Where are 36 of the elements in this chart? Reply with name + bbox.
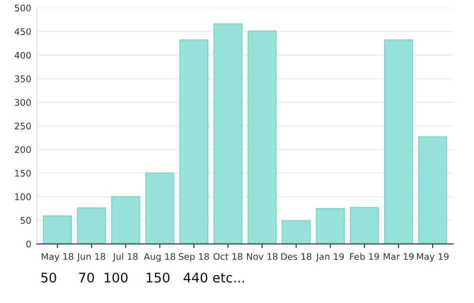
bar: [111, 196, 140, 244]
bar: [350, 207, 379, 244]
bar: [418, 136, 448, 244]
bar: [248, 30, 277, 244]
y-tick-label: 350: [14, 75, 31, 82]
x-tick-label: Des 18: [281, 253, 312, 260]
y-tick-label: 500: [14, 4, 31, 12]
x-tick-label: Feb 19: [350, 252, 379, 260]
x-tick-label: Oct 18: [214, 253, 242, 260]
y-tick-label: 400: [14, 52, 31, 59]
text: 50 70 100 150 440 etc...: [41, 272, 244, 283]
bar: [77, 207, 106, 244]
bar: [213, 23, 243, 244]
x-tick-label: Jul 18: [112, 252, 138, 262]
y-tick-label: 0: [26, 240, 31, 248]
y-tick-label: 50: [20, 217, 31, 224]
bar: [316, 208, 345, 244]
x-tick-label: Aug 18: [144, 253, 176, 262]
x-tick-label: Jan 19: [316, 253, 344, 262]
y-tick-label: 150: [15, 170, 31, 177]
x-tick-label: May 18: [42, 253, 74, 262]
bar: [179, 39, 208, 244]
bar: [282, 220, 311, 244]
y-tick-label: 200: [14, 146, 31, 154]
bar: [145, 172, 174, 244]
x-tick-label: May 19: [417, 253, 449, 262]
y-tick-label: 250: [14, 122, 31, 130]
y-tick-label: 300: [14, 99, 31, 106]
y-tick-label: 100: [15, 193, 31, 200]
x-tick-label: Sep 18: [178, 253, 209, 262]
x-tick-label: Jun 18: [76, 253, 106, 262]
bar: [384, 39, 414, 244]
y-tick-label: 450: [14, 28, 31, 36]
x-tick-label: Nov 18: [247, 253, 278, 260]
bar: [42, 216, 72, 244]
x-tick-label: Mar 19: [384, 253, 414, 260]
